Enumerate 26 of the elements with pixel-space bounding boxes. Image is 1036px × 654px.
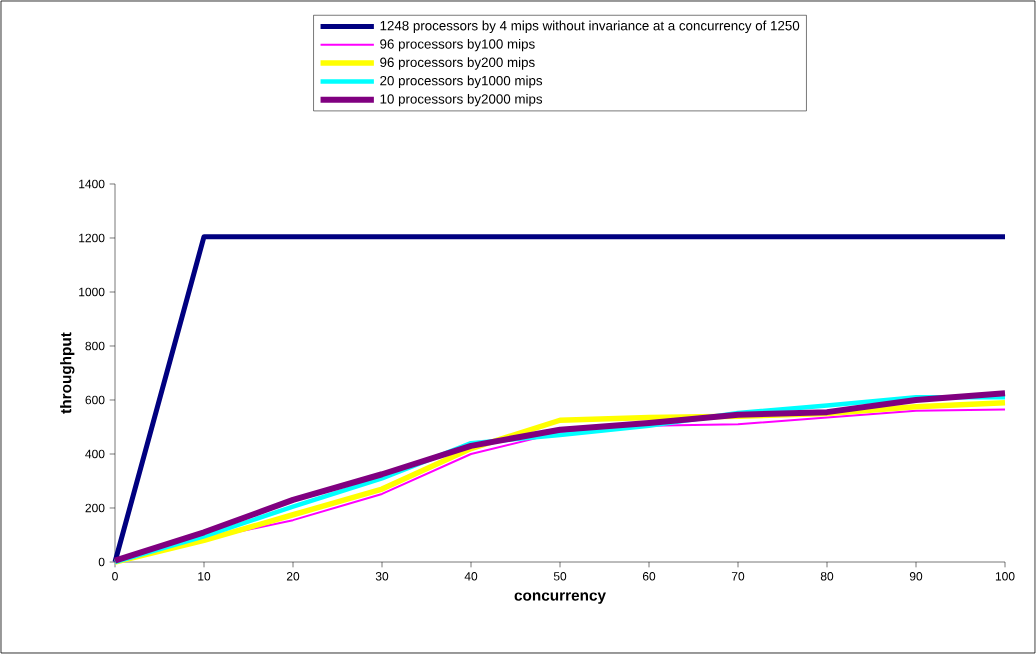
x-axis-title: concurrency [514, 592, 606, 604]
x-tick-label: 70 [731, 572, 745, 581]
y-tick-label: 400 [85, 449, 105, 459]
legend-label: 96 processors by200 mips [380, 57, 535, 70]
x-tick-label: 0 [112, 572, 118, 581]
legend-label: 20 processors by1000 mips [380, 75, 543, 88]
y-tick-label: 1200 [79, 233, 105, 243]
y-tick-label: 200 [85, 503, 105, 513]
x-tick-label: 10 [198, 572, 211, 581]
y-tick-label: 0 [98, 557, 105, 567]
legend-label: 10 processors by2000 mips [380, 93, 543, 107]
x-tick-label: 50 [553, 572, 567, 581]
y-tick-label: 1000 [79, 287, 105, 297]
x-tick-label: 20 [286, 572, 300, 581]
x-tick-label: 80 [820, 572, 834, 581]
x-tick-label: 30 [375, 572, 389, 581]
x-tick-label: 90 [909, 572, 923, 581]
y-tick-label: 1400 [79, 179, 105, 189]
y-tick-label: 600 [85, 395, 105, 405]
x-tick-label: 40 [464, 572, 478, 581]
legend-label: 1248 processors by 4 mips without invariance at a concurrency of 1250 [380, 20, 800, 34]
x-tick-label: 100 [995, 572, 1015, 581]
x-tick-label: 60 [642, 572, 656, 581]
y-axis-title: throughput [60, 332, 75, 414]
y-tick-label: 800 [85, 341, 105, 351]
legend-label: 96 processors by100 mips [380, 38, 535, 52]
